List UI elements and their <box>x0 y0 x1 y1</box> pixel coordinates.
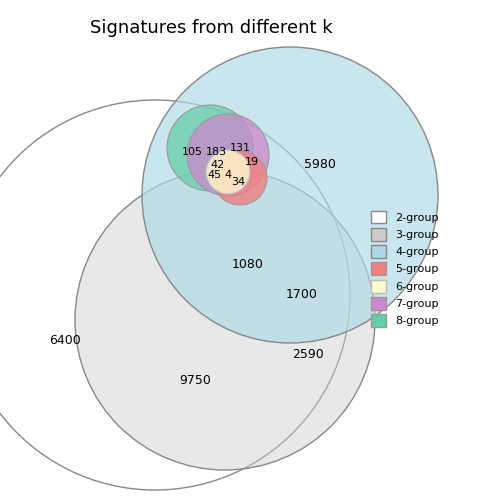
Text: 105: 105 <box>181 147 203 157</box>
Text: 34: 34 <box>231 177 245 187</box>
Text: 5980: 5980 <box>304 158 336 171</box>
Text: 4: 4 <box>224 170 231 180</box>
Text: 42: 42 <box>211 160 225 170</box>
Text: 1700: 1700 <box>286 288 318 301</box>
Text: 131: 131 <box>229 143 250 153</box>
Circle shape <box>206 150 250 194</box>
Text: 9750: 9750 <box>179 373 211 387</box>
Text: 2590: 2590 <box>292 348 324 361</box>
Text: Signatures from different k: Signatures from different k <box>90 19 333 37</box>
Text: 6400: 6400 <box>49 334 81 347</box>
Text: 19: 19 <box>245 157 259 167</box>
Circle shape <box>142 47 438 343</box>
Circle shape <box>75 170 375 470</box>
Legend: 2-group, 3-group, 4-group, 5-group, 6-group, 7-group, 8-group: 2-group, 3-group, 4-group, 5-group, 6-gr… <box>370 211 438 327</box>
Text: 183: 183 <box>206 147 227 157</box>
Circle shape <box>213 151 267 205</box>
Text: 1080: 1080 <box>232 259 264 272</box>
Text: 45: 45 <box>207 170 221 180</box>
Circle shape <box>187 114 269 196</box>
Circle shape <box>167 105 253 191</box>
